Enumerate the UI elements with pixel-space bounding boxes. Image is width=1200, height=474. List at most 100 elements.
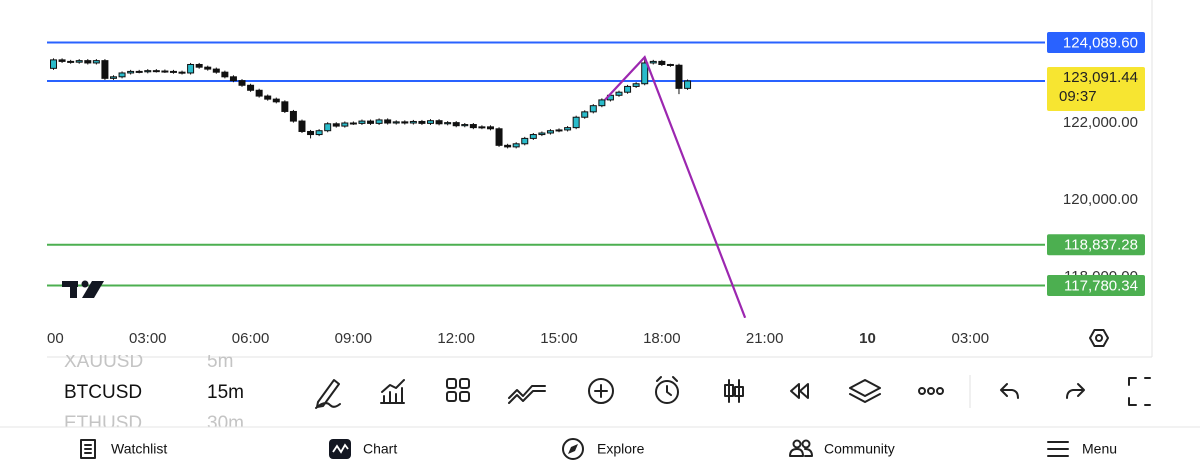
candle-body (101, 60, 109, 79)
symbol-list: XAUUSD 5m BTCUSD 15m ETHUSD 30m (64, 351, 244, 434)
candle-body (478, 126, 486, 129)
candle-body (444, 122, 452, 125)
candle-body (684, 80, 692, 89)
x-tick-label: 03:00 (129, 330, 167, 347)
x-tick-label: 00:00 (26, 330, 64, 347)
x-tick-label: 10 (859, 330, 876, 347)
candle-body (469, 124, 477, 129)
symbol[interactable]: ETHUSD (64, 413, 142, 434)
community-icon (789, 439, 813, 457)
menu-icon (1047, 441, 1069, 457)
candle-body (127, 70, 135, 74)
symbol[interactable]: BTCUSD (64, 382, 142, 403)
candle-body (529, 134, 537, 139)
candle-body (178, 71, 186, 74)
candle-body (666, 63, 674, 66)
candle-body (255, 89, 263, 97)
candle-body (349, 122, 357, 125)
candle-body (504, 144, 512, 148)
candle-body (264, 95, 272, 100)
compare-button[interactable] (508, 385, 546, 404)
chart-type-button[interactable] (724, 379, 744, 403)
candle-body (392, 121, 400, 124)
price-label: 117,780.34 (1064, 277, 1138, 294)
candle-body (58, 59, 66, 62)
interval[interactable]: 30m (207, 413, 244, 434)
y-tick-label: 122,000.00 (1063, 114, 1138, 131)
candle-body (272, 98, 280, 103)
x-tick-label: 12:00 (437, 330, 475, 347)
x-tick-label: 15:00 (540, 330, 578, 347)
candle-body (92, 60, 100, 64)
candle-body (169, 70, 177, 73)
explore-icon (562, 438, 584, 460)
candle-body (67, 60, 75, 63)
candle-body (204, 66, 212, 70)
candle-body (161, 70, 169, 73)
candle-body (384, 119, 392, 124)
add-button[interactable] (588, 378, 614, 404)
nav-item[interactable]: Community (824, 441, 895, 457)
candle-body (341, 122, 349, 127)
candle-body (624, 85, 632, 93)
candle-body (212, 68, 220, 73)
candle-body (332, 123, 340, 127)
candle-body (401, 121, 409, 124)
alert-button[interactable] (655, 376, 679, 404)
toolbar (315, 375, 1151, 409)
candle-body (315, 130, 323, 136)
candle-body (221, 71, 229, 78)
candle-body (187, 63, 195, 74)
candle-body (50, 59, 58, 69)
settings-button[interactable] (1089, 329, 1109, 347)
candle-body (375, 119, 383, 124)
interval[interactable]: 15m (207, 382, 244, 403)
candle-body (564, 127, 572, 131)
candle-body (675, 64, 683, 89)
candle-body (546, 130, 554, 134)
candle-body (84, 60, 92, 64)
layout-button[interactable] (446, 378, 470, 402)
undo-button[interactable] (1000, 383, 1019, 399)
bottom-nav: Watchlist Chart Explore Community Menu (80, 438, 1117, 460)
candle-body (281, 101, 289, 112)
candle-body (109, 76, 117, 79)
candle-body (658, 60, 666, 65)
fullscreen-button[interactable] (1128, 377, 1151, 406)
candle-body (358, 120, 366, 124)
candle-body (649, 60, 657, 64)
more-button[interactable] (918, 387, 944, 395)
indicators-button[interactable] (380, 379, 405, 404)
candle-body (538, 132, 546, 136)
candle-body (324, 123, 332, 132)
candle-body (307, 130, 315, 136)
price-label: 118,837.28 (1064, 237, 1138, 254)
chart-icon (329, 439, 351, 459)
candle-body (238, 80, 246, 86)
nav-item[interactable]: Menu (1082, 441, 1117, 457)
candle-body (641, 62, 649, 85)
x-tick-label: 09:00 (335, 330, 373, 347)
nav-item[interactable]: Explore (597, 441, 645, 457)
price-label: 123,091.44 (1063, 69, 1138, 86)
price-axis: 122,000.00120,000.00118,000.00124,089.60… (1047, 32, 1145, 296)
x-tick-label: 03:00 (952, 330, 990, 347)
candle-body (427, 120, 435, 124)
layers-button[interactable] (849, 379, 881, 403)
countdown: 09:37 (1059, 88, 1097, 105)
price-label: 124,089.60 (1063, 35, 1138, 52)
redo-button[interactable] (1066, 383, 1085, 399)
symbol[interactable]: XAUUSD (64, 351, 143, 372)
replay-button[interactable] (790, 383, 809, 399)
candle-body (435, 120, 443, 125)
nav-item[interactable]: Chart (363, 441, 397, 457)
x-tick-label: 21:00 (746, 330, 784, 347)
draw-button[interactable] (315, 379, 341, 409)
nav-item[interactable]: Watchlist (111, 441, 167, 457)
interval[interactable]: 5m (207, 351, 233, 372)
candle-body (521, 137, 529, 145)
candle-body (452, 122, 460, 127)
candle-body (298, 120, 306, 132)
candle-body (229, 76, 237, 82)
